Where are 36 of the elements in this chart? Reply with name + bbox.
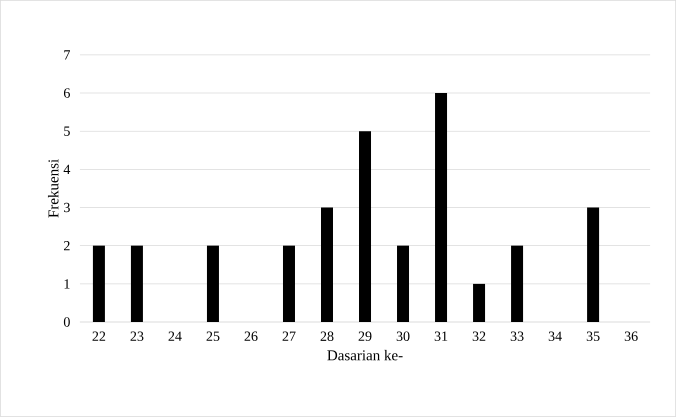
x-tick-label: 32 <box>472 332 486 341</box>
x-tick-label: 31 <box>434 332 448 341</box>
bar <box>511 246 524 322</box>
y-tick-label: 3 <box>64 202 70 212</box>
bar <box>206 246 219 322</box>
y-tick-label: 7 <box>64 50 70 60</box>
x-axis-title: Dasarian ke- <box>327 350 403 360</box>
bar <box>92 246 105 322</box>
x-tick-label: 23 <box>130 332 144 341</box>
x-tick-label: 26 <box>244 332 258 341</box>
bar <box>359 131 372 322</box>
bar <box>435 93 448 322</box>
x-tick-label: 27 <box>282 332 296 341</box>
x-tick-label: 33 <box>510 332 524 341</box>
y-axis-title: Frekuensi <box>48 159 58 218</box>
y-tick-label: 5 <box>64 126 70 136</box>
x-tick-label: 30 <box>396 332 410 342</box>
y-tick-label: 0 <box>64 317 70 327</box>
x-tick-label: 28 <box>320 332 334 342</box>
bar <box>282 246 295 322</box>
bar <box>320 208 333 322</box>
x-tick-label: 36 <box>624 332 638 341</box>
y-tick-label: 2 <box>64 241 70 250</box>
y-tick-label: 4 <box>64 164 70 174</box>
bar <box>130 246 143 322</box>
bar <box>587 208 600 322</box>
x-tick-label: 35 <box>586 332 600 341</box>
x-tick-label: 34 <box>548 332 562 341</box>
x-tick-label: 25 <box>206 332 220 341</box>
bar <box>397 246 410 322</box>
y-tick-label: 6 <box>64 88 70 98</box>
x-tick-label: 24 <box>168 332 182 341</box>
x-tick-label: 22 <box>92 332 106 341</box>
bar <box>473 284 486 322</box>
y-tick-label: 1 <box>64 279 70 288</box>
x-tick-label: 29 <box>358 332 372 341</box>
